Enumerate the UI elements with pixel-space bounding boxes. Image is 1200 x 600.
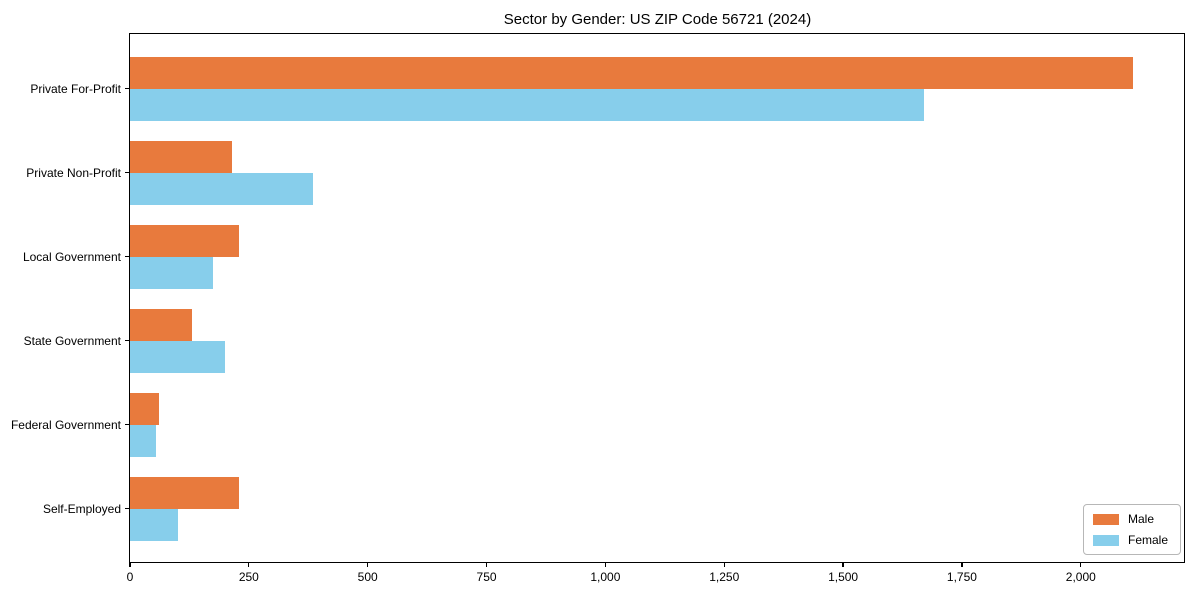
bar-female-private-for-profit [130,88,924,121]
x-axis-label: 1,500 [828,570,859,584]
x-tick-mark [961,562,963,567]
bar-male-self-employed [130,476,240,509]
x-axis-label: 1,000 [590,570,621,584]
y-tick-mark [125,507,130,510]
x-tick-mark [367,562,369,567]
y-axis-label: Private Non-Profit [26,165,121,180]
x-axis-label: 1,750 [946,570,977,584]
bar-female-federal-government [130,424,157,457]
chart-title: Sector by Gender: US ZIP Code 56721 (202… [503,11,812,28]
bar-female-state-government [130,340,226,373]
x-axis-label: 250 [238,570,259,584]
y-tick-mark [125,423,130,426]
legend-item-male: Male [1092,512,1168,526]
y-tick-mark [125,339,130,342]
x-tick-mark [723,562,725,567]
bar-male-state-government [130,308,192,341]
legend-label-female: Female [1127,533,1168,547]
x-tick-mark [248,562,250,567]
x-axis-label: 0 [126,570,134,584]
bar-female-local-government [130,256,214,289]
legend-swatch-female [1092,534,1119,546]
legend-item-female: Female [1092,533,1168,547]
y-axis-label: Self-Employed [42,501,121,516]
plot-area [129,33,1185,563]
x-axis-label: 750 [476,570,497,584]
x-tick-mark [842,562,844,567]
bar-male-private-for-profit [130,56,1134,89]
x-tick-mark [604,562,606,567]
bar-male-federal-government [130,392,159,425]
legend-swatch-male [1092,513,1119,525]
bar-male-private-non-profit [130,140,233,173]
bar-female-self-employed [130,508,178,541]
legend-label-male: Male [1127,512,1154,526]
x-axis-label: 2,000 [1065,570,1096,584]
y-axis-label: State Government [23,333,121,348]
y-tick-mark [125,87,130,90]
y-axis-label: Private For-Profit [30,81,121,96]
x-tick-mark [485,562,488,567]
x-tick-mark [1080,562,1082,567]
y-axis-label: Federal Government [10,417,121,432]
y-tick-mark [125,171,130,174]
y-axis-label: Local Government [22,249,121,264]
legend: Male Female [1082,504,1181,555]
x-axis-label: 500 [357,570,378,584]
x-tick-mark [129,562,131,567]
bar-male-local-government [130,224,240,257]
bar-female-private-non-profit [130,172,313,205]
x-axis-label: 1,250 [709,570,740,584]
y-tick-mark [125,255,130,258]
